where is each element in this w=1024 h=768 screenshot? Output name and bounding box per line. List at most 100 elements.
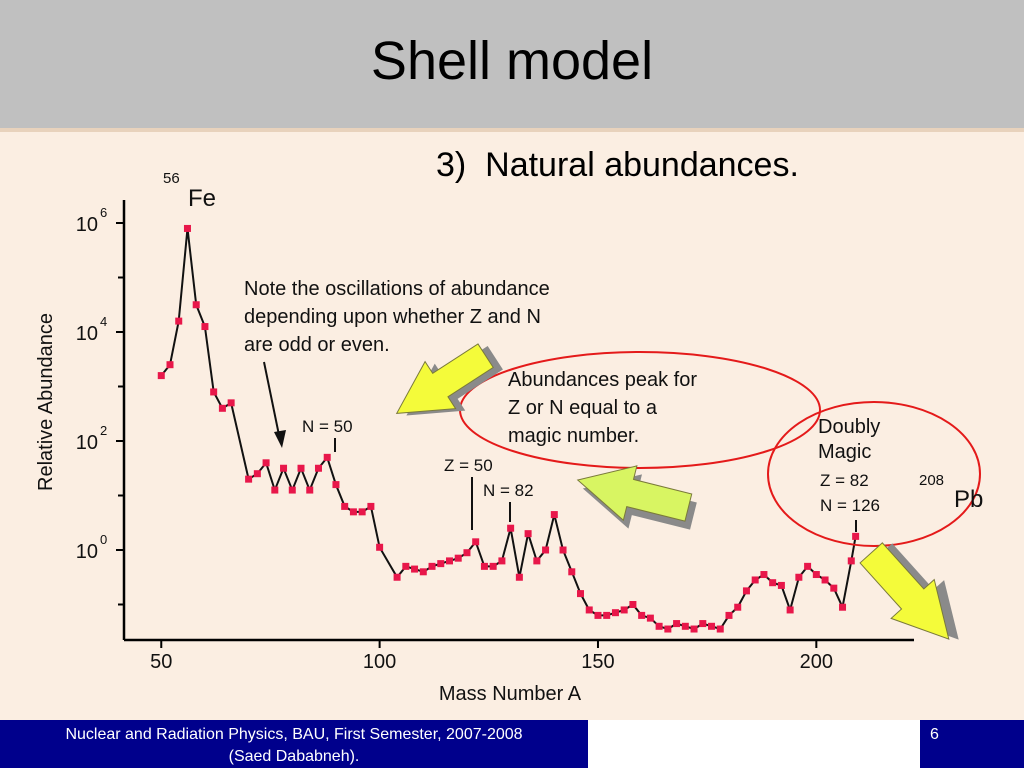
x-tick-label: 150 bbox=[581, 651, 614, 673]
data-point bbox=[533, 557, 541, 565]
y-tick-base: 10 bbox=[76, 214, 98, 236]
data-point bbox=[175, 317, 183, 325]
data-point bbox=[568, 568, 576, 576]
data-point bbox=[489, 562, 497, 570]
slide-subtitle: 3) Natural abundances. bbox=[436, 146, 799, 185]
data-point bbox=[515, 573, 523, 581]
data-point bbox=[852, 532, 860, 540]
y-tick-exponent: 4 bbox=[100, 314, 107, 329]
arrow-to-n50 bbox=[395, 343, 503, 416]
subtitle-number: 3) bbox=[436, 146, 467, 184]
data-point bbox=[804, 562, 812, 570]
data-point bbox=[227, 399, 235, 407]
data-point bbox=[664, 625, 672, 633]
footer-course-line-1: Nuclear and Radiation Physics, BAU, Firs… bbox=[65, 726, 523, 743]
data-point bbox=[751, 576, 759, 584]
data-point bbox=[218, 404, 226, 412]
data-point bbox=[437, 560, 445, 568]
x-tick-label: 100 bbox=[363, 651, 396, 673]
data-point bbox=[725, 611, 733, 619]
doubly-magic-line-2: Magic bbox=[818, 441, 871, 463]
x-tick-label: 50 bbox=[150, 651, 172, 673]
data-point bbox=[638, 611, 646, 619]
data-point bbox=[769, 579, 777, 587]
x-axis-title: Mass Number A bbox=[439, 683, 582, 705]
data-point bbox=[821, 576, 829, 584]
data-point bbox=[271, 486, 279, 494]
note-pointer-line bbox=[263, 361, 281, 441]
data-point bbox=[550, 511, 558, 519]
data-point bbox=[507, 524, 515, 532]
data-point bbox=[445, 557, 453, 565]
y-tick-exponent: 0 bbox=[100, 532, 107, 547]
data-point bbox=[393, 573, 401, 581]
data-point bbox=[262, 459, 270, 467]
data-point bbox=[690, 625, 698, 633]
data-point bbox=[280, 464, 288, 472]
data-point bbox=[847, 557, 855, 565]
n82-label: N = 82 bbox=[483, 481, 534, 500]
data-point bbox=[786, 606, 794, 614]
peak-line-2: Z or N equal to a bbox=[508, 397, 658, 419]
fe-mass-number: 56 bbox=[163, 170, 180, 187]
y-tick-base: 10 bbox=[76, 432, 98, 454]
x-tick-label: 200 bbox=[800, 651, 833, 673]
data-point bbox=[411, 565, 419, 573]
y-tick-label: 10 bbox=[76, 432, 98, 454]
data-point bbox=[699, 620, 707, 628]
data-point bbox=[830, 584, 838, 592]
n50-label: N = 50 bbox=[302, 417, 353, 436]
data-point bbox=[183, 224, 191, 232]
data-point bbox=[480, 562, 488, 570]
data-point bbox=[655, 622, 663, 630]
pb-symbol: Pb bbox=[954, 486, 983, 513]
y-tick-label: 10 bbox=[76, 323, 98, 345]
data-point bbox=[795, 573, 803, 581]
slide-title: Shell model bbox=[370, 31, 654, 91]
footer-course-line-2: (Saed Dababneh). bbox=[228, 748, 360, 765]
data-point bbox=[577, 590, 585, 598]
data-point bbox=[306, 486, 314, 494]
peak-line-3: magic number. bbox=[508, 425, 639, 447]
data-point bbox=[297, 464, 305, 472]
peak-line-1: Abundances peak for bbox=[508, 369, 697, 391]
y-axis-title: Relative Abundance bbox=[35, 313, 57, 491]
data-point bbox=[367, 502, 375, 510]
y-tick-label: 10 bbox=[76, 214, 98, 236]
y-tick-exponent: 2 bbox=[100, 423, 107, 438]
n126-label: N = 126 bbox=[820, 496, 880, 515]
data-point bbox=[716, 625, 724, 633]
data-point bbox=[681, 622, 689, 630]
doubly-magic-ellipse bbox=[767, 401, 981, 547]
y-tick-base: 10 bbox=[76, 541, 98, 563]
header-separator bbox=[0, 128, 1024, 132]
footer-course-info: Nuclear and Radiation Physics, BAU, Firs… bbox=[0, 720, 588, 768]
data-point bbox=[288, 486, 296, 494]
data-point bbox=[201, 323, 209, 331]
data-point bbox=[620, 606, 628, 614]
data-point bbox=[166, 361, 174, 369]
data-point bbox=[585, 606, 593, 614]
data-point bbox=[742, 587, 750, 595]
note-line-2: depending upon whether Z and N bbox=[244, 306, 541, 328]
data-point bbox=[673, 620, 681, 628]
data-point bbox=[192, 301, 200, 309]
y-tick-base: 10 bbox=[76, 323, 98, 345]
note-line-3: are odd or even. bbox=[244, 334, 390, 356]
data-point bbox=[341, 502, 349, 510]
arrow-to-z50 bbox=[576, 465, 697, 530]
data-point bbox=[760, 571, 768, 579]
data-point bbox=[629, 601, 637, 608]
arrow-to-pb bbox=[859, 542, 959, 640]
data-point bbox=[777, 581, 785, 589]
fe-symbol: Fe bbox=[188, 185, 216, 212]
data-point bbox=[428, 562, 436, 570]
data-point bbox=[253, 470, 261, 478]
z82-label: Z = 82 bbox=[820, 471, 869, 490]
y-tick-label: 10 bbox=[76, 541, 98, 563]
data-point bbox=[332, 481, 340, 489]
z50-label: Z = 50 bbox=[444, 456, 493, 475]
data-point bbox=[708, 622, 716, 630]
data-point bbox=[542, 546, 550, 554]
data-point bbox=[314, 464, 322, 472]
